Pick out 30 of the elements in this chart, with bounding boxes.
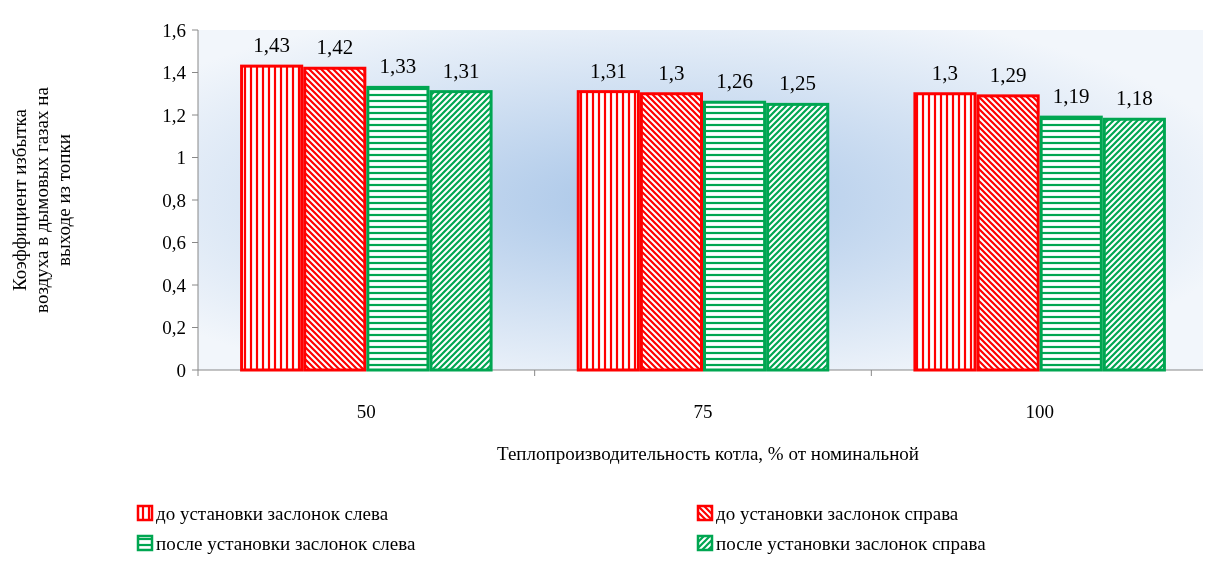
data-label: 1,26 <box>716 69 753 94</box>
data-label: 1,42 <box>316 35 354 60</box>
x-tick-label: 100 <box>1025 401 1054 422</box>
data-label: 1,43 <box>253 33 291 58</box>
data-label: 1,18 <box>1115 86 1153 111</box>
y-tick-label: 0,8 <box>162 189 186 211</box>
x-tick-label: 75 <box>693 401 713 422</box>
data-label: 1,25 <box>779 71 817 96</box>
y-tick-label: 1 <box>176 147 186 169</box>
data-label: 1,33 <box>379 54 417 79</box>
y-tick-label: 1,6 <box>162 19 186 41</box>
x-axis-title: Теплопроизводительность котла, % от номинальной <box>497 443 919 464</box>
legend-label: до установки заслонок слева <box>156 502 389 524</box>
data-label: 1,19 <box>1052 84 1090 109</box>
data-label: 1,29 <box>989 62 1027 87</box>
legend-label: после установки заслонок слева <box>156 532 416 554</box>
y-tick-label: 0,4 <box>162 274 187 296</box>
y-tick-label: 1,2 <box>162 104 186 126</box>
data-label: 1,3 <box>658 60 685 85</box>
y-tick-label: 0,6 <box>162 232 186 254</box>
x-tick-label: 50 <box>356 401 376 422</box>
data-label: 1,3 <box>931 60 959 85</box>
data-label: 1,31 <box>442 58 480 83</box>
legend-label: после установки заслонок справа <box>716 532 987 554</box>
y-tick-label: 1,4 <box>162 62 187 84</box>
legend-label: до установки заслонок справа <box>716 502 959 524</box>
y-axis-title: Коэффициент избытка воздуха в дымовых газах на выходе из топки <box>9 86 74 313</box>
y-tick-label: 0,2 <box>162 317 186 339</box>
y-tick-label: 0 <box>176 359 186 381</box>
data-label: 1,31 <box>589 58 627 83</box>
